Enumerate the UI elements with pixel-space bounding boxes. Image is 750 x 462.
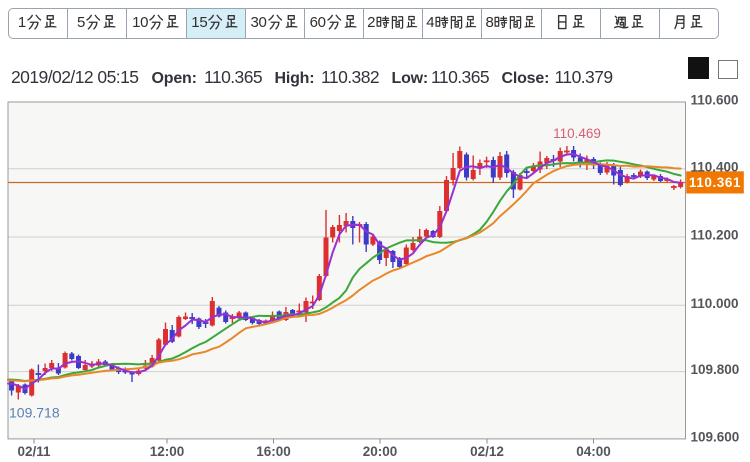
- svg-text:109.718: 109.718: [9, 405, 60, 421]
- svg-text:109.800: 109.800: [691, 362, 740, 377]
- svg-text:110.200: 110.200: [691, 228, 739, 243]
- svg-text:12:00: 12:00: [150, 444, 185, 459]
- svg-text:110.600: 110.600: [691, 93, 739, 108]
- svg-text:110.469: 110.469: [553, 126, 601, 141]
- svg-text:20:00: 20:00: [363, 444, 398, 459]
- svg-text:110.361: 110.361: [689, 175, 741, 190]
- svg-text:02/12: 02/12: [470, 444, 504, 459]
- svg-text:110.000: 110.000: [691, 296, 739, 311]
- svg-text:04:00: 04:00: [576, 444, 611, 459]
- svg-text:16:00: 16:00: [256, 444, 291, 459]
- svg-text:110.400: 110.400: [691, 159, 739, 174]
- svg-text:109.600: 109.600: [691, 430, 740, 445]
- svg-text:02/11: 02/11: [17, 444, 51, 459]
